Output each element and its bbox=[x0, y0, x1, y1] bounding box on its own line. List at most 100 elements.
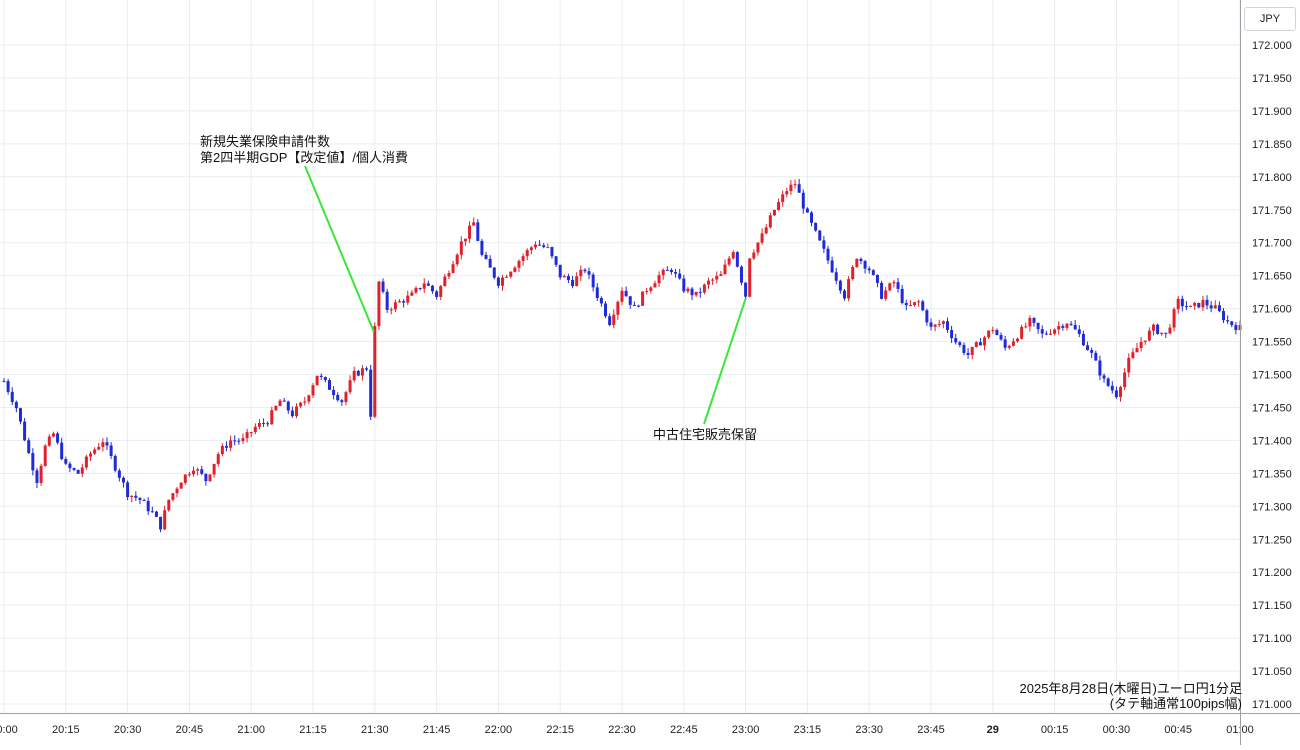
candle-body bbox=[142, 499, 146, 501]
candle-body bbox=[196, 469, 200, 471]
candle-body bbox=[595, 287, 599, 299]
y-tick-label: 171.800 bbox=[1252, 172, 1292, 184]
candle-body bbox=[220, 445, 224, 455]
candle-body bbox=[307, 395, 311, 402]
candle-body bbox=[323, 376, 327, 381]
candle-body bbox=[875, 274, 879, 283]
candle-body bbox=[917, 301, 921, 303]
candle-body bbox=[501, 277, 505, 286]
footnote-line: 2025年8月28日(木曜日)ユーロ円1分足 bbox=[1019, 681, 1243, 696]
candle-body bbox=[1184, 306, 1188, 308]
candle-body bbox=[1217, 305, 1221, 312]
candle-body bbox=[797, 184, 801, 193]
candle-body bbox=[377, 281, 381, 327]
candle-body bbox=[830, 260, 834, 273]
candle-body bbox=[950, 330, 954, 339]
candle-body bbox=[604, 303, 608, 317]
candle-body bbox=[389, 309, 393, 311]
candle-body bbox=[406, 295, 410, 303]
candle-body bbox=[249, 432, 253, 434]
candle-body bbox=[731, 252, 735, 259]
candle-body bbox=[257, 423, 261, 427]
candle-body bbox=[134, 495, 138, 498]
candle-body bbox=[801, 192, 805, 209]
candle-body bbox=[941, 321, 945, 324]
candle-body bbox=[645, 290, 649, 292]
candle-body bbox=[925, 310, 929, 323]
candle-body bbox=[1003, 339, 1007, 348]
candle-body bbox=[814, 222, 818, 231]
candle-body bbox=[6, 381, 10, 392]
candle-body bbox=[472, 222, 476, 226]
candle-body bbox=[871, 270, 875, 275]
candle-body bbox=[529, 247, 533, 251]
candle-body bbox=[1156, 324, 1160, 334]
candle-body bbox=[1127, 357, 1131, 373]
y-tick-label: 171.100 bbox=[1252, 633, 1292, 645]
candle-body bbox=[599, 298, 603, 304]
candle-body bbox=[233, 440, 237, 442]
candle-body bbox=[715, 275, 719, 280]
candle-body bbox=[690, 288, 694, 296]
candle-body bbox=[632, 304, 636, 306]
x-tick-label: 20:15 bbox=[52, 724, 80, 736]
candle-body bbox=[146, 500, 150, 512]
candle-body bbox=[492, 267, 496, 278]
candle-body bbox=[455, 254, 459, 265]
candle-body bbox=[278, 400, 282, 407]
candle-body bbox=[496, 277, 500, 286]
candle-body bbox=[954, 338, 958, 343]
candle-body bbox=[834, 272, 838, 281]
candle-body bbox=[962, 344, 966, 353]
candle-body bbox=[459, 241, 463, 255]
candle-body bbox=[1040, 329, 1044, 334]
annotation-line: 中古住宅販売保留 bbox=[653, 427, 758, 442]
candle-body bbox=[616, 301, 620, 315]
candle-body bbox=[921, 301, 925, 311]
candle-body bbox=[785, 191, 789, 195]
candle-body bbox=[192, 470, 196, 475]
candle-body bbox=[336, 395, 340, 401]
candle-body bbox=[64, 459, 68, 464]
annotation-pointer-line bbox=[304, 165, 375, 333]
candle-body bbox=[476, 222, 480, 241]
candle-body bbox=[884, 290, 888, 299]
candle-body bbox=[179, 482, 183, 489]
candle-body bbox=[913, 302, 917, 306]
candle-body bbox=[270, 410, 274, 425]
candle-body bbox=[398, 301, 402, 303]
candle-body bbox=[1205, 299, 1209, 306]
candle-body bbox=[167, 499, 171, 511]
candle-body bbox=[68, 463, 72, 469]
candle-body bbox=[999, 335, 1003, 340]
y-tick-label: 171.750 bbox=[1252, 205, 1292, 217]
candle-body bbox=[393, 302, 397, 310]
candle-body bbox=[163, 510, 167, 530]
y-tick-label: 171.200 bbox=[1252, 567, 1292, 579]
candle-body bbox=[315, 375, 319, 386]
candle-body bbox=[525, 250, 529, 257]
candle-body bbox=[970, 346, 974, 355]
candle-body bbox=[97, 446, 101, 450]
candle-body bbox=[974, 342, 978, 347]
candle-body bbox=[1032, 317, 1036, 323]
candle-body bbox=[1135, 348, 1139, 353]
x-tick-label: 00:30 bbox=[1103, 724, 1131, 736]
candle-body bbox=[1139, 341, 1143, 349]
annotation-line: 第2四半期GDP【改定値】/個人消費 bbox=[200, 150, 409, 165]
candle-body bbox=[702, 284, 706, 293]
candle-body bbox=[1077, 329, 1081, 334]
candle-body bbox=[435, 291, 439, 297]
candle-body bbox=[760, 233, 764, 243]
candle-body bbox=[303, 401, 307, 403]
candle-body bbox=[212, 463, 216, 475]
candle-body bbox=[513, 267, 517, 272]
candle-body bbox=[1114, 390, 1118, 398]
candle-body bbox=[451, 264, 455, 274]
y-tick-label: 171.500 bbox=[1252, 370, 1292, 382]
x-tick-label: 23:30 bbox=[855, 724, 883, 736]
candle-body bbox=[113, 456, 117, 471]
x-tick-label: 29 bbox=[987, 724, 999, 736]
candle-body bbox=[290, 410, 294, 417]
currency-label[interactable]: JPY bbox=[1244, 7, 1296, 31]
